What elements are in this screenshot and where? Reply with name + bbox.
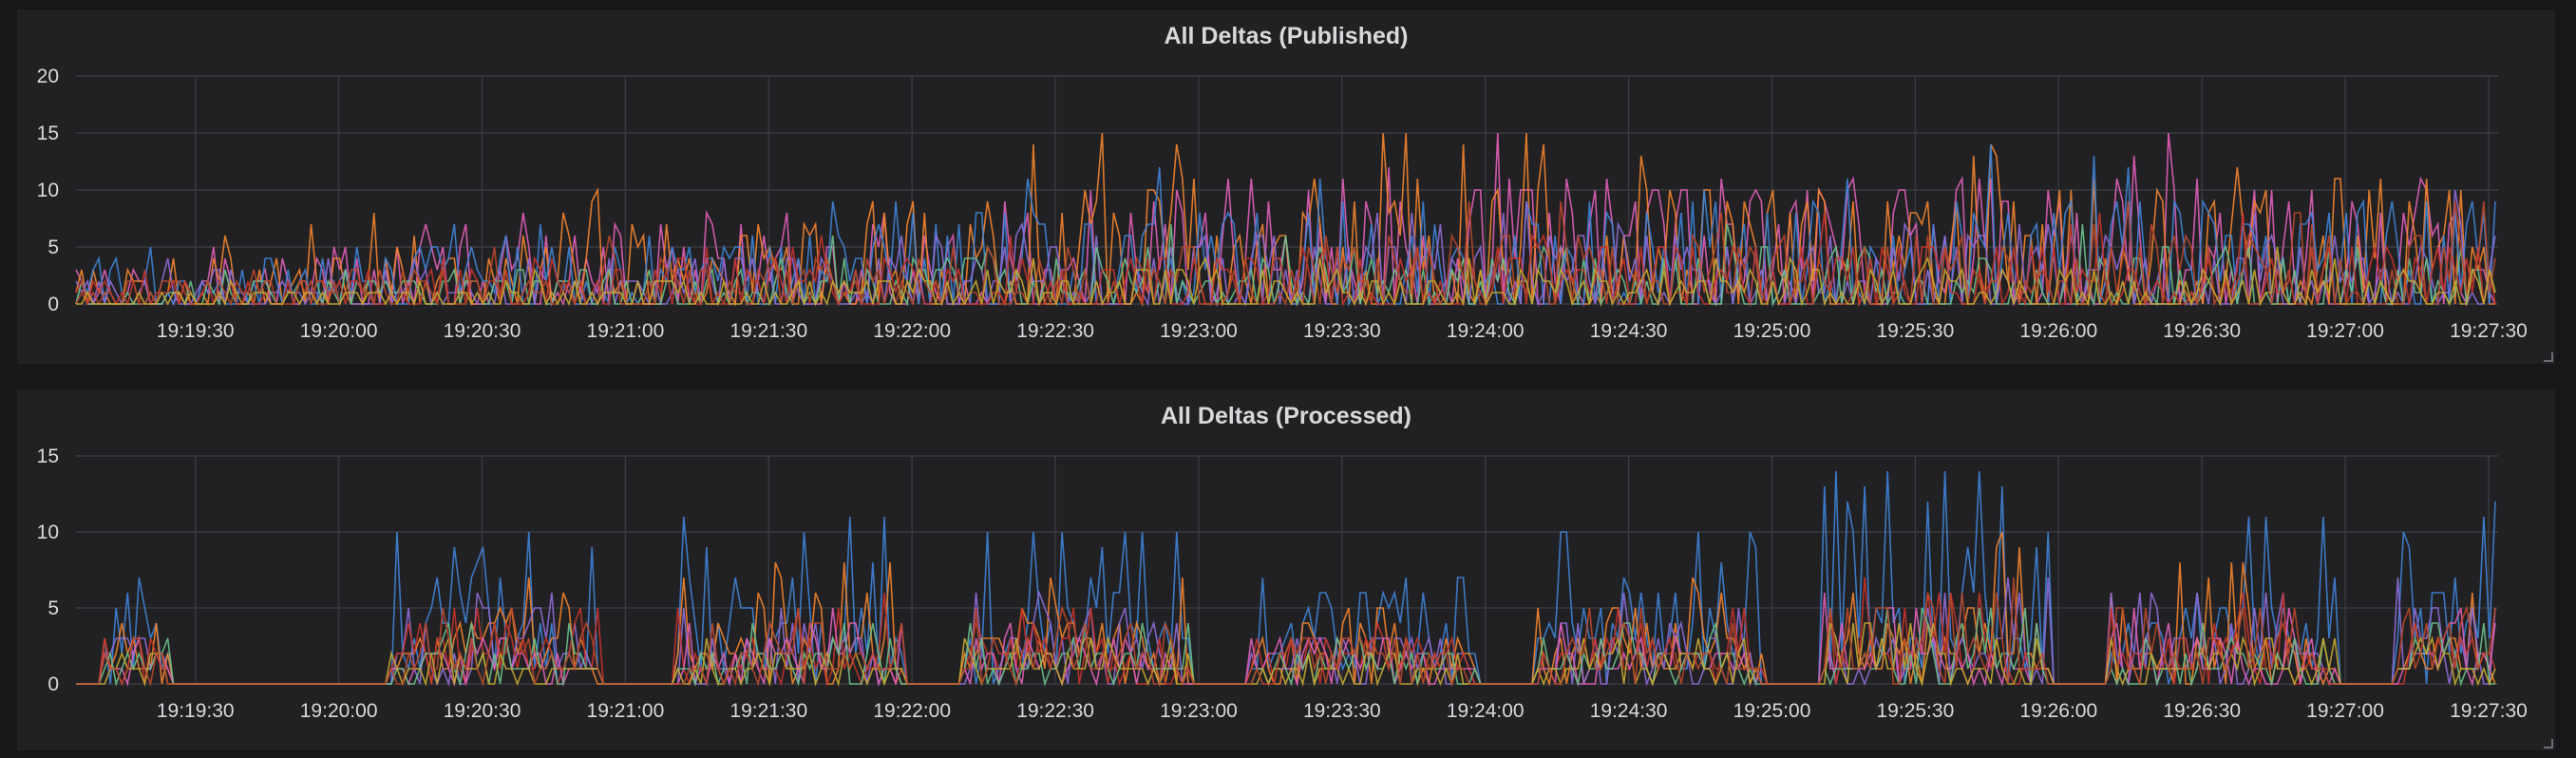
x-tick-label: 19:21:30 [729,700,807,722]
x-tick-label: 19:21:00 [587,320,665,342]
x-tick-label: 19:22:00 [873,320,951,342]
resize-handle[interactable] [2544,739,2553,749]
x-tick-label: 19:24:30 [1590,700,1668,722]
series-group [75,132,2496,308]
series-line [75,200,2496,307]
y-tick-label: 15 [37,123,59,144]
x-tick-label: 19:26:30 [2163,320,2241,342]
resize-handle[interactable] [2544,352,2553,362]
processed-chart[interactable]: 0 5 10 15 19:19:30 19:20:00 19:20:30 19:21:00 19… [17,389,2555,750]
x-tick-label: 19:25:00 [1733,320,1811,342]
x-tick-label: 19:27:30 [2450,320,2528,342]
series-line [76,246,2496,307]
y-tick-label: 0 [47,294,59,315]
x-tick-label: 19:27:00 [2306,320,2384,342]
x-tick-label: 19:23:00 [1160,700,1238,722]
x-tick-label: 19:26:00 [2019,320,2097,342]
x-tick-label: 19:24:30 [1590,320,1668,342]
y-tick-label: 15 [37,445,59,467]
x-tick-label: 19:26:00 [2019,700,2097,722]
processed-panel: All Deltas (Processed) 0 5 10 15 19:19:30 19:… [17,389,2555,750]
panel-title: All Deltas (Processed) [1161,403,1411,429]
x-tick-label: 19:24:00 [1447,700,1525,722]
published-chart[interactable]: 0 5 10 15 20 19:19:30 19:20:00 19:20:30 19:21:00… [17,9,2555,364]
x-tick-label: 19:23:30 [1303,320,1381,342]
x-tick-label: 19:25:30 [1877,700,1955,722]
y-tick-label: 5 [47,597,59,619]
x-tick-label: 19:27:00 [2306,700,2384,722]
series-group [76,470,2496,687]
x-tick-label: 19:22:00 [873,700,951,722]
series-line [75,189,2496,307]
x-tick-label: 19:26:30 [2163,700,2241,722]
x-tick-label: 19:21:30 [729,320,807,342]
x-tick-label: 19:25:30 [1877,320,1955,342]
x-tick-label: 19:22:30 [1016,320,1094,342]
x-tick-label: 19:20:00 [300,320,378,342]
x-tick-label: 19:20:30 [444,700,521,722]
x-tick-label: 19:20:00 [300,700,378,722]
x-tick-label: 19:27:30 [2450,700,2528,722]
x-tick-label: 19:20:30 [444,320,521,342]
y-tick-label: 20 [37,66,59,87]
panel-title: All Deltas (Published) [1164,23,1409,49]
y-tick-label: 5 [47,237,59,258]
x-tick-label: 19:23:00 [1160,320,1238,342]
x-tick-label: 19:24:00 [1447,320,1525,342]
x-tick-label: 19:22:30 [1016,700,1094,722]
published-panel: All Deltas (Published) 0 5 10 15 20 19:19:30 1… [17,9,2555,364]
x-tick-label: 19:21:00 [587,700,665,722]
y-tick-label: 10 [37,180,59,201]
y-tick-label: 10 [37,521,59,543]
x-tick-label: 19:19:30 [157,320,235,342]
x-tick-label: 19:23:30 [1303,700,1381,722]
x-tick-label: 19:19:30 [157,700,235,722]
series-line [76,577,2496,687]
x-tick-label: 19:25:00 [1733,700,1811,722]
y-tick-label: 0 [47,673,59,695]
